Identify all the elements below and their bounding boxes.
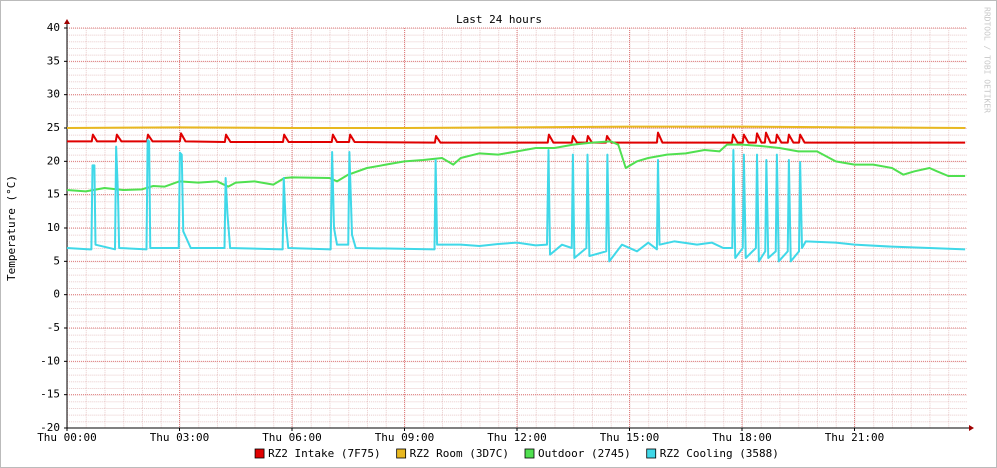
series-line bbox=[66, 125, 966, 129]
legend-swatch bbox=[254, 448, 265, 459]
y-tick-label: 20 bbox=[47, 154, 60, 167]
legend-swatch bbox=[524, 448, 535, 459]
legend-label: Outdoor (2745) bbox=[538, 447, 631, 460]
axis-arrow bbox=[64, 19, 70, 24]
y-tick-label: 30 bbox=[47, 88, 60, 101]
x-tick-label: Thu 21:00 bbox=[825, 431, 885, 444]
y-tick-label: 35 bbox=[47, 54, 60, 67]
y-tick-label: 25 bbox=[47, 121, 60, 134]
y-tick-label: 0 bbox=[53, 288, 60, 301]
y-tick-label: -5 bbox=[47, 321, 60, 334]
legend-label: RZ2 Intake (7F75) bbox=[268, 447, 381, 460]
y-tick-label: 10 bbox=[47, 221, 60, 234]
x-tick-label: Thu 00:00 bbox=[37, 431, 97, 444]
y-tick-label: 40 bbox=[47, 21, 60, 34]
y-tick-label: -20 bbox=[40, 421, 60, 434]
y-tick-label: -15 bbox=[40, 388, 60, 401]
legend-label: RZ2 Room (3D7C) bbox=[410, 447, 509, 460]
chart-title: Last 24 hours bbox=[456, 13, 542, 26]
y-axis-label: Temperature (°C) bbox=[5, 175, 18, 281]
axis-arrow bbox=[969, 425, 974, 431]
watermark: RRDTOOL / TOBI OETIKER bbox=[983, 7, 992, 113]
x-tick-label: Thu 03:00 bbox=[150, 431, 210, 444]
x-tick-label: Thu 06:00 bbox=[262, 431, 322, 444]
series-line bbox=[67, 131, 966, 144]
legend-swatch bbox=[396, 448, 407, 459]
x-tick-label: Thu 15:00 bbox=[600, 431, 660, 444]
x-tick-label: Thu 09:00 bbox=[375, 431, 435, 444]
legend-swatch bbox=[646, 448, 657, 459]
y-tick-label: 15 bbox=[47, 188, 60, 201]
y-tick-label: -10 bbox=[40, 354, 60, 367]
legend-label: RZ2 Cooling (3588) bbox=[660, 447, 779, 460]
y-tick-label: 5 bbox=[53, 254, 60, 267]
series-line bbox=[66, 140, 966, 193]
x-tick-label: Thu 18:00 bbox=[712, 431, 772, 444]
x-tick-label: Thu 12:00 bbox=[487, 431, 547, 444]
series-line bbox=[66, 139, 966, 263]
